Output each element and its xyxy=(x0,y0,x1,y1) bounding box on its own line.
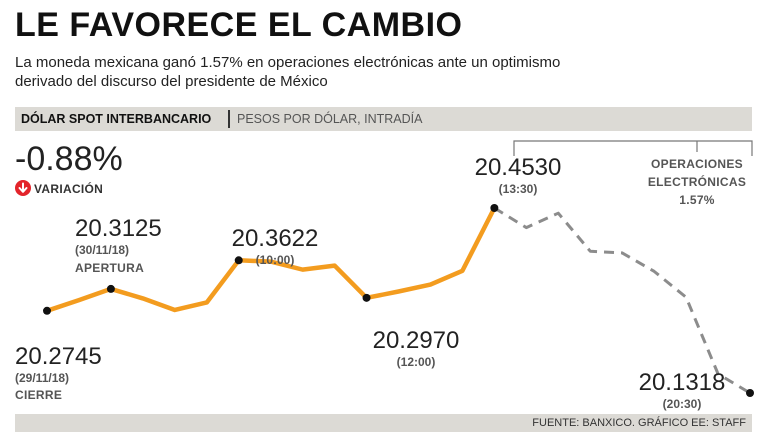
label-apertura-name: APERTURA xyxy=(75,261,144,275)
data-point-marker xyxy=(490,204,499,212)
label-1200-time: (12:00) xyxy=(397,355,436,369)
label-apertura-value: 20.3125 xyxy=(75,215,162,242)
electronic-bracket xyxy=(513,140,753,156)
arrow-down-icon xyxy=(15,180,31,196)
data-point-marker xyxy=(362,293,371,302)
variation-label: VARIACIÓN xyxy=(34,182,104,196)
band-divider xyxy=(228,110,230,128)
label-1330-time: (13:30) xyxy=(499,182,538,196)
label-cierre-value: 20.2745 xyxy=(15,343,102,370)
label-1000-time: (10:00) xyxy=(256,253,295,267)
data-point-marker xyxy=(234,256,243,265)
label-cierre-name: CIERRE xyxy=(15,388,62,402)
label-cierre-date: (29/11/18) xyxy=(15,371,69,385)
label-1330-value: 20.4530 xyxy=(475,154,562,181)
variation-value: -0.88% xyxy=(15,140,123,178)
label-apertura-date: (30/11/18) xyxy=(75,243,129,257)
page-title: LE FAVORECE EL CAMBIO xyxy=(15,6,463,44)
footer-band: FUENTE: BANXICO. GRÁFICO EE: STAFF xyxy=(15,414,752,432)
chart-units: PESOS POR DÓLAR, INTRADÍA xyxy=(237,112,423,126)
electronic-label-line1: OPERACIONES xyxy=(651,157,743,171)
electronic-pct: 1.57% xyxy=(679,193,715,207)
label-1200-value: 20.2970 xyxy=(373,327,460,354)
source-note: FUENTE: BANXICO. GRÁFICO EE: STAFF xyxy=(532,417,746,429)
series-line-electronic xyxy=(493,206,751,395)
data-point-marker xyxy=(43,306,51,315)
series-line-regular xyxy=(44,205,497,314)
label-2030-value: 20.1318 xyxy=(639,369,726,396)
chart-title: DÓLAR SPOT INTERBANCARIO xyxy=(21,112,212,126)
data-point-marker xyxy=(746,389,754,397)
label-2030-time: (20:30) xyxy=(663,397,702,411)
label-1000-value: 20.3622 xyxy=(232,225,319,252)
data-point-marker xyxy=(106,284,115,293)
electronic-label-line2: ELECTRÓNICAS xyxy=(648,174,746,189)
chart-header-band: DÓLAR SPOT INTERBANCARIO PESOS POR DÓLAR… xyxy=(15,107,752,131)
page-subtitle: La moneda mexicana ganó 1.57% en operaci… xyxy=(15,54,561,90)
